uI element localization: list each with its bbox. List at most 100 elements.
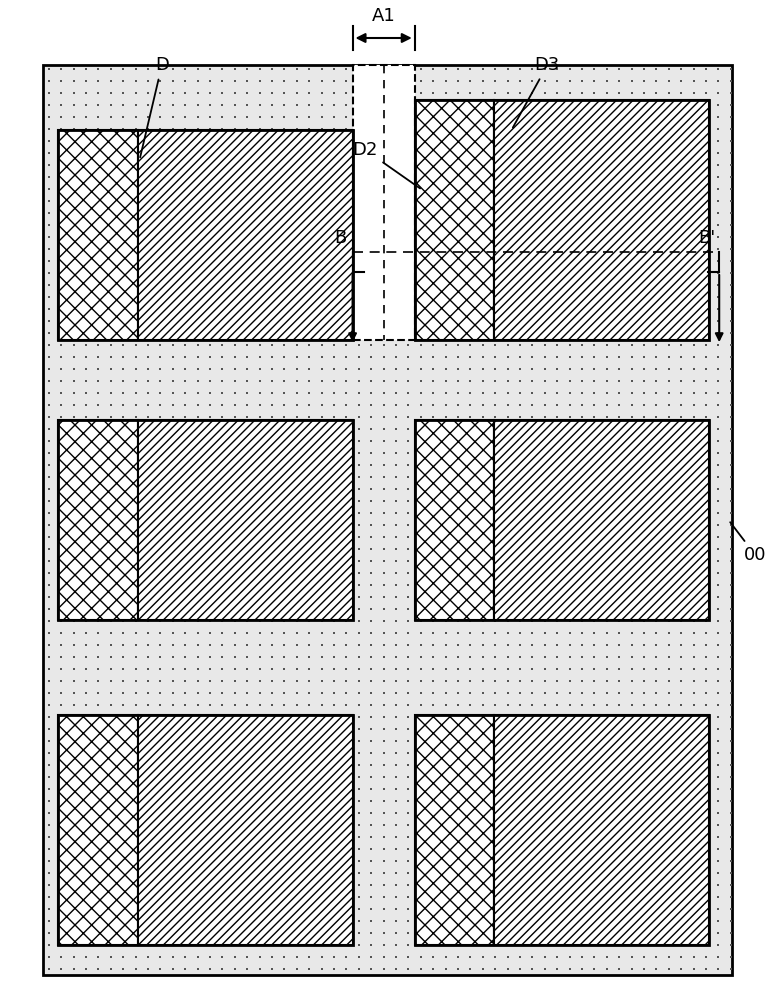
Point: [675, 205, 687, 221]
Point: [725, 445, 737, 461]
Point: [601, 673, 613, 689]
Point: [712, 505, 725, 521]
Point: [539, 73, 551, 89]
Point: [390, 121, 402, 137]
Point: [204, 853, 216, 869]
Point: [390, 61, 402, 77]
Point: [154, 589, 167, 605]
Point: [92, 805, 105, 821]
Point: [576, 829, 588, 845]
Text: D2: D2: [353, 141, 420, 188]
Point: [377, 313, 390, 329]
Point: [129, 673, 142, 689]
Point: [167, 229, 179, 245]
Point: [613, 229, 625, 245]
Point: [588, 493, 601, 509]
Point: [650, 709, 663, 725]
Point: [92, 205, 105, 221]
Point: [725, 73, 737, 89]
Point: [402, 505, 415, 521]
Point: [117, 649, 129, 665]
Point: [625, 613, 638, 629]
Point: [154, 517, 167, 533]
Point: [291, 337, 303, 353]
Point: [191, 349, 204, 365]
Point: [241, 601, 253, 617]
Point: [402, 301, 415, 317]
Point: [179, 229, 191, 245]
Point: [278, 253, 291, 269]
Point: [340, 781, 353, 797]
Point: [365, 121, 377, 137]
Point: [501, 421, 514, 437]
Point: [80, 769, 92, 785]
Bar: [415, 715, 709, 945]
Point: [204, 805, 216, 821]
Point: [427, 61, 439, 77]
Point: [415, 877, 427, 893]
Point: [526, 901, 539, 917]
Point: [613, 733, 625, 749]
Point: [427, 433, 439, 449]
Point: [80, 457, 92, 473]
Point: [638, 433, 650, 449]
Point: [92, 505, 105, 521]
Point: [377, 901, 390, 917]
Point: [477, 469, 489, 485]
Point: [328, 337, 340, 353]
Point: [439, 409, 452, 425]
Point: [241, 505, 253, 521]
Point: [725, 121, 737, 137]
Point: [625, 385, 638, 401]
Point: [601, 889, 613, 905]
Point: [712, 457, 725, 473]
Point: [415, 721, 427, 737]
Point: [663, 301, 675, 317]
Point: [328, 133, 340, 149]
Point: [179, 277, 191, 293]
Point: [43, 385, 55, 401]
Point: [601, 577, 613, 593]
Point: [204, 457, 216, 473]
Point: [650, 553, 663, 569]
Bar: [138, 420, 353, 620]
Point: [551, 805, 563, 821]
Point: [142, 373, 154, 389]
Point: [402, 709, 415, 725]
Point: [117, 769, 129, 785]
Point: [365, 637, 377, 653]
Point: [142, 433, 154, 449]
Point: [675, 865, 687, 881]
Point: [576, 265, 588, 281]
Point: [650, 541, 663, 557]
Point: [402, 553, 415, 569]
Point: [365, 589, 377, 605]
Point: [625, 877, 638, 893]
Point: [179, 517, 191, 533]
Point: [390, 217, 402, 233]
Point: [179, 685, 191, 701]
Point: [415, 145, 427, 161]
Point: [216, 601, 229, 617]
Point: [55, 145, 67, 161]
Point: [675, 157, 687, 173]
Point: [402, 817, 415, 833]
Bar: [494, 420, 709, 620]
Point: [353, 553, 365, 569]
Point: [241, 157, 253, 173]
Point: [328, 625, 340, 641]
Point: [328, 685, 340, 701]
Point: [638, 145, 650, 161]
Point: [588, 889, 601, 905]
Point: [663, 325, 675, 341]
Point: [390, 133, 402, 149]
Point: [687, 613, 700, 629]
Point: [241, 805, 253, 821]
Point: [675, 829, 687, 845]
Point: [439, 217, 452, 233]
Point: [415, 745, 427, 761]
Point: [315, 661, 328, 677]
Point: [216, 757, 229, 773]
Point: [253, 349, 266, 365]
Point: [129, 229, 142, 245]
